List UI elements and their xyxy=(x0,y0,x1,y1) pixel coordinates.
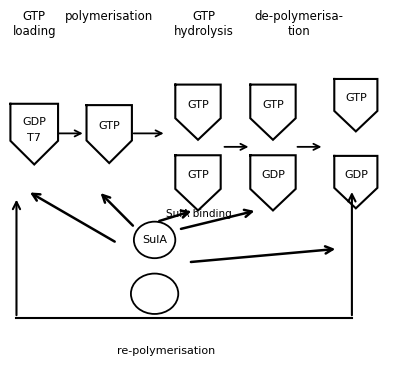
Text: polymerisation: polymerisation xyxy=(65,10,153,23)
Text: GDP: GDP xyxy=(261,171,285,180)
Polygon shape xyxy=(10,104,58,164)
Polygon shape xyxy=(250,85,296,140)
Text: GTP: GTP xyxy=(262,100,284,110)
Text: GTP: GTP xyxy=(345,93,367,103)
Text: re-polymerisation: re-polymerisation xyxy=(117,346,215,356)
Text: T7: T7 xyxy=(27,133,41,143)
Polygon shape xyxy=(334,156,377,208)
Text: GTP
hydrolysis: GTP hydrolysis xyxy=(174,10,234,38)
Text: GTP
loading: GTP loading xyxy=(12,10,56,38)
Text: de-polymerisa-
tion: de-polymerisa- tion xyxy=(254,10,343,38)
Text: GTP: GTP xyxy=(187,171,209,180)
Text: GTP: GTP xyxy=(187,100,209,110)
Polygon shape xyxy=(175,155,221,210)
Polygon shape xyxy=(250,155,296,210)
Text: SulA binding: SulA binding xyxy=(166,209,232,219)
Text: GDP: GDP xyxy=(22,117,46,127)
Polygon shape xyxy=(334,79,377,131)
Text: GTP: GTP xyxy=(98,121,120,131)
Text: SulA: SulA xyxy=(142,235,167,245)
Ellipse shape xyxy=(131,274,178,314)
Ellipse shape xyxy=(134,222,175,258)
Polygon shape xyxy=(175,85,221,140)
Polygon shape xyxy=(86,105,132,163)
Text: GDP: GDP xyxy=(344,170,368,180)
